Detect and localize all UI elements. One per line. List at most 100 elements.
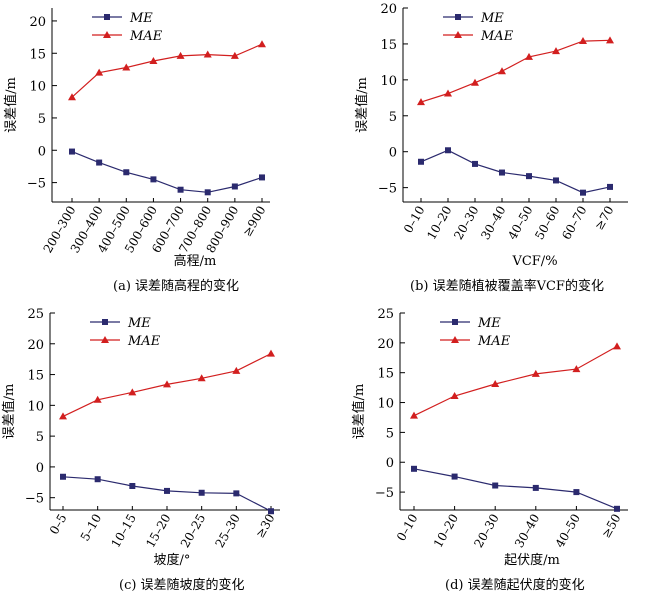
caption-a: (a) 误差随高程的变化: [113, 279, 240, 294]
x-axis-label: VCF/%: [511, 254, 557, 269]
me-point: [532, 484, 539, 491]
x-tick-label: 30–40: [512, 512, 542, 551]
mae-point: [203, 50, 212, 58]
y-tick-label: 5: [36, 430, 44, 445]
x-tick-label: 5–10: [78, 512, 105, 544]
mae-point: [410, 411, 418, 419]
mae-point: [95, 68, 104, 76]
me-point: [129, 482, 136, 489]
x-tick-label: 40–50: [553, 512, 583, 551]
chart-panel-1: −5 0 5 10 15 20 0–1010–2020–3030–4040–5050–606…: [354, 2, 628, 269]
x-tick-label: 10–20: [424, 204, 454, 243]
legend-me-marker: [455, 14, 461, 20]
y-tick-label: 5: [38, 112, 46, 127]
y-tick-label: −5: [27, 177, 46, 192]
chart-panel-2: −5 0 5 10 15 20 25 0–5 5–10 10–15 15–20 20–25 25–30 ≥…: [1, 307, 280, 568]
mae-point: [552, 47, 560, 55]
mae-point: [149, 57, 158, 65]
y-tick-label: 20: [380, 2, 397, 17]
me-point: [198, 489, 205, 496]
me-point: [614, 505, 620, 512]
y-axis-label: 误差值/m: [351, 384, 367, 440]
me-point: [268, 508, 274, 515]
x-tick-label: 60–70: [559, 204, 589, 243]
me-point: [204, 189, 211, 196]
y-tick-label: 20: [29, 15, 46, 30]
y-tick-label: 25: [27, 307, 44, 322]
x-tick-label: ≥50: [599, 512, 624, 541]
legend-me-label: ME: [127, 316, 151, 331]
me-point: [96, 159, 103, 166]
x-tick-label: 10–20: [431, 512, 461, 551]
me-point: [418, 158, 424, 165]
series-line-mae: [413, 345, 618, 417]
mae-point: [531, 369, 540, 377]
me-point: [472, 160, 478, 167]
y-tick-label: 10: [27, 399, 44, 414]
legend-mae-marker: [454, 31, 462, 38]
caption-c: (c) 误差随坡度的变化: [119, 578, 245, 593]
mae-point: [258, 40, 266, 48]
y-axis-label: 误差值/m: [3, 77, 19, 133]
me-point: [123, 169, 130, 176]
x-tick-label: 40–50: [505, 204, 535, 243]
me-point: [492, 482, 499, 489]
x-tick-label: 0–10: [394, 512, 421, 544]
y-tick-label: 10: [377, 397, 394, 412]
x-tick-label: ≥70: [592, 204, 617, 233]
y-tick-label: 15: [27, 369, 44, 384]
series-line-mae: [71, 43, 263, 98]
series-line-mae: [420, 39, 611, 103]
x-tick-label: ≥900: [240, 204, 269, 240]
x-tick-label: 10–15: [109, 512, 139, 551]
mae-point: [498, 67, 506, 75]
legend-me-label: ME: [477, 316, 501, 331]
x-axis-label: 高程/m: [174, 253, 217, 269]
legend-mae-marker: [451, 336, 459, 343]
x-tick-label: 20–25: [178, 512, 208, 551]
mae-point: [613, 342, 621, 350]
me-point: [177, 186, 184, 193]
mae-point: [579, 37, 587, 45]
x-tick-label: 20–30: [451, 204, 481, 243]
y-tick-label: 25: [377, 307, 394, 322]
mae-point: [59, 412, 67, 420]
me-point: [60, 473, 66, 480]
legend-me-marker: [102, 319, 108, 325]
y-tick-label: 10: [380, 74, 397, 89]
me-point: [233, 490, 240, 497]
x-tick-label: 30–40: [478, 204, 508, 243]
mae-point: [572, 365, 581, 373]
chart-panel-0: −505101520200–300300–400400–500500–60060…: [3, 8, 270, 269]
x-axis-label: 坡度/°: [154, 552, 191, 568]
x-tick-label: 50–60: [532, 204, 562, 243]
me-point: [451, 473, 458, 480]
mae-point: [230, 51, 239, 59]
legend-mae-marker: [103, 31, 111, 38]
me-point: [580, 189, 586, 196]
legend-me-marker: [452, 319, 458, 325]
y-tick-label: 0: [36, 461, 44, 476]
me-point: [445, 147, 451, 154]
mae-point: [122, 63, 131, 71]
mae-point: [176, 51, 185, 59]
me-point: [526, 173, 532, 180]
mae-point: [68, 93, 76, 101]
series-line-me: [71, 151, 263, 193]
y-tick-label: −5: [378, 182, 397, 197]
y-tick-label: 0: [386, 456, 394, 471]
y-tick-label: −5: [375, 486, 394, 501]
series-line-me: [420, 149, 611, 194]
mae-point: [471, 78, 479, 86]
y-tick-label: 5: [389, 110, 397, 125]
series-line-me: [413, 468, 618, 510]
mae-point: [444, 89, 452, 97]
y-tick-label: 10: [29, 80, 46, 95]
legend-me-marker: [104, 14, 110, 20]
legend-me-label: ME: [129, 11, 153, 26]
y-tick-label: 0: [38, 144, 46, 159]
y-tick-label: 20: [27, 338, 44, 353]
me-point: [411, 465, 417, 472]
y-axis-label: 误差值/m: [354, 77, 370, 133]
